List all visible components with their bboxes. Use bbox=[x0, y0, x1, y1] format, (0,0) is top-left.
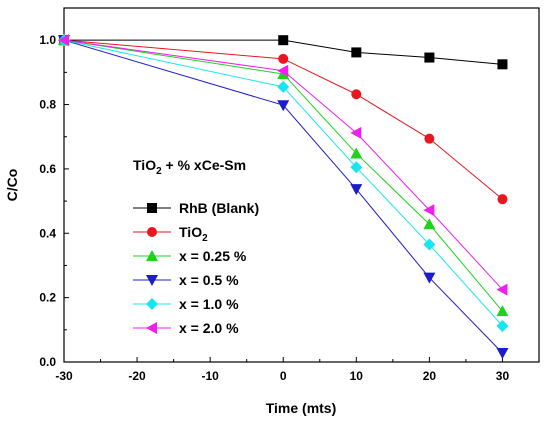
legend-label-main: x = 1.0 % bbox=[179, 296, 239, 312]
plot-frame bbox=[63, 7, 540, 363]
y-tick-label: 0.8 bbox=[39, 98, 56, 112]
y-axis-title: C/Co bbox=[4, 169, 20, 202]
y-tick-label: 1.0 bbox=[39, 33, 56, 47]
y-tick-label: 0.6 bbox=[39, 162, 56, 176]
y-tick-label: 0.0 bbox=[39, 355, 56, 369]
x-tick-label: 10 bbox=[350, 369, 364, 383]
data-point bbox=[424, 133, 435, 144]
legend-label: x = 1.0 % bbox=[179, 296, 239, 312]
legend-item: TiO2 bbox=[133, 224, 208, 244]
legend-label: TiO2 bbox=[179, 224, 208, 244]
legend-item: x = 0.25 % bbox=[133, 248, 247, 264]
data-point bbox=[277, 100, 290, 112]
x-axis-title: Time (mts) bbox=[266, 400, 337, 416]
legend-marker bbox=[146, 322, 157, 334]
legend-item: RhB (Blank) bbox=[133, 200, 259, 216]
legend-label-main: x = 0.5 % bbox=[179, 272, 239, 288]
legend-label-main: x = 0.25 % bbox=[179, 248, 247, 264]
series-2 bbox=[59, 35, 508, 205]
series-1 bbox=[59, 35, 508, 70]
annotation-subscript: 2 bbox=[156, 166, 162, 177]
y-tick-label: 0.4 bbox=[39, 226, 56, 240]
data-point bbox=[497, 59, 508, 70]
data-point bbox=[350, 161, 363, 174]
data-point bbox=[351, 47, 362, 58]
legend-marker bbox=[147, 203, 157, 213]
legend: RhB (Blank) TiO2 x = 0.25 % x = 0.5 % x = 1.… bbox=[133, 200, 259, 336]
data-point bbox=[423, 218, 436, 230]
data-point bbox=[350, 184, 363, 196]
data-point bbox=[496, 319, 509, 332]
series-3 bbox=[58, 34, 509, 317]
legend-marker bbox=[146, 275, 158, 286]
legend-item: x = 0.5 % bbox=[133, 272, 239, 288]
data-point bbox=[278, 53, 289, 64]
data-point bbox=[351, 89, 362, 100]
x-tick-label: -30 bbox=[55, 369, 73, 383]
x-tick-label: 0 bbox=[280, 369, 287, 383]
x-tick-label: 20 bbox=[423, 369, 437, 383]
data-point bbox=[277, 80, 290, 93]
legend-label-subscript: 2 bbox=[202, 233, 208, 244]
legend-label: x = 0.25 % bbox=[179, 248, 247, 264]
series-line bbox=[63, 39, 503, 200]
data-point bbox=[496, 305, 509, 317]
legend-label: x = 0.5 % bbox=[179, 272, 239, 288]
legend-label-main: x = 2.0 % bbox=[179, 320, 239, 336]
legend-marker bbox=[146, 250, 158, 261]
data-point bbox=[424, 52, 435, 63]
data-point bbox=[423, 204, 435, 217]
data-point bbox=[497, 194, 508, 205]
x-tick-labels: -30 -20 -10 0 10 20 30 bbox=[55, 369, 509, 383]
series-5 bbox=[58, 34, 509, 332]
series-4 bbox=[58, 35, 509, 359]
data-point bbox=[496, 347, 509, 359]
legend-label-main: RhB (Blank) bbox=[179, 200, 259, 216]
legend-label: x = 2.0 % bbox=[179, 320, 239, 336]
x-tick-label: -10 bbox=[201, 369, 219, 383]
legend-item: x = 1.0 % bbox=[133, 296, 239, 312]
y-tick-label: 0.2 bbox=[39, 291, 56, 305]
data-point bbox=[350, 126, 362, 139]
legend-label: RhB (Blank) bbox=[179, 200, 259, 216]
data-point bbox=[496, 283, 508, 296]
x-tick-label: -20 bbox=[128, 369, 146, 383]
legend-label-main: TiO bbox=[179, 224, 202, 240]
legend-marker bbox=[146, 298, 158, 310]
y-tick-labels: 0.0 0.2 0.4 0.6 0.8 1.0 bbox=[39, 33, 56, 369]
annotation-main: TiO bbox=[133, 157, 156, 173]
data-point bbox=[277, 64, 289, 77]
data-point bbox=[58, 34, 69, 47]
data-point bbox=[423, 272, 436, 284]
annotation-rest: + % xCe-Sm bbox=[162, 157, 246, 173]
series-layer bbox=[58, 34, 509, 359]
data-point bbox=[423, 238, 436, 251]
data-point bbox=[278, 35, 289, 46]
series-6 bbox=[58, 34, 508, 296]
legend-item: x = 2.0 % bbox=[133, 320, 239, 336]
x-tick-label: 30 bbox=[496, 369, 510, 383]
legend-marker bbox=[147, 227, 157, 237]
series-line bbox=[63, 39, 503, 312]
annotation: TiO2 + % xCe-Sm bbox=[133, 157, 246, 177]
data-point bbox=[350, 147, 363, 159]
